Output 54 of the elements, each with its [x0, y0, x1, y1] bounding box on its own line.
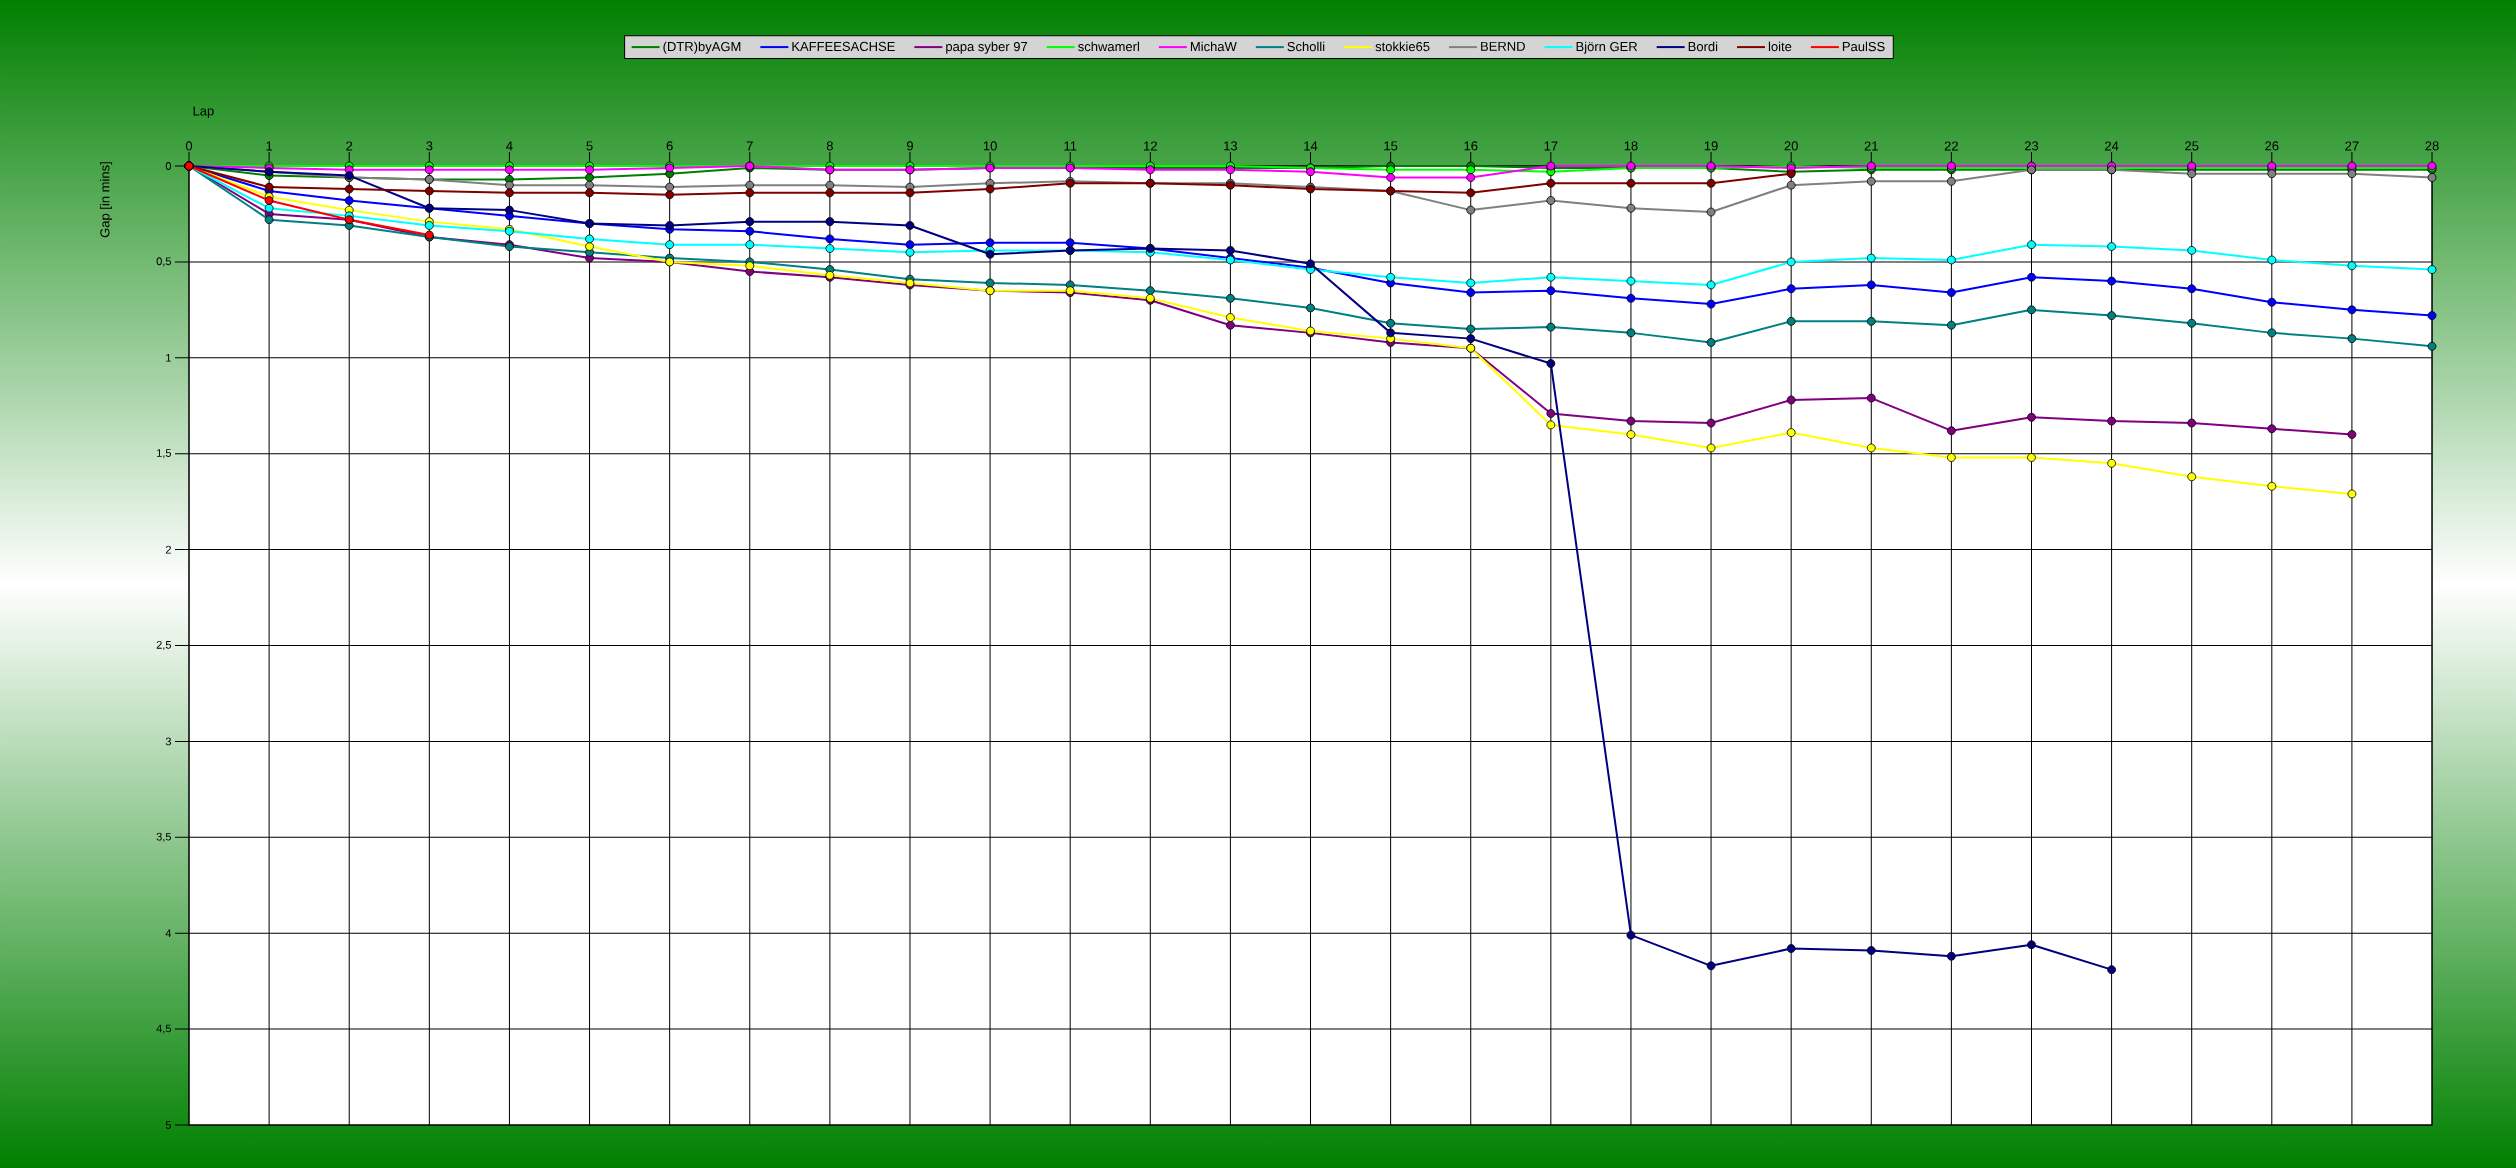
y-tick-label: 4 [165, 929, 172, 937]
x-tick-label: 23 [2024, 141, 2039, 151]
x-tick-label: 14 [1304, 141, 1318, 151]
x-tick-label: 17 [1544, 141, 1558, 151]
x-tick-label: 24 [2105, 141, 2119, 151]
y-tick-label: 4,5 [156, 1024, 171, 1034]
x-tick-label: 6 [666, 141, 673, 151]
legend-label: Bordi [1688, 41, 1718, 52]
x-tick-label: 16 [1464, 141, 1478, 151]
y-tick-label: 2,5 [156, 640, 171, 651]
legend-label: Scholli [1287, 41, 1325, 52]
x-tick-label: 15 [1384, 141, 1398, 151]
x-tick-label: 12 [1144, 141, 1157, 151]
y-axis-title: Gap [in mins] [99, 162, 113, 238]
legend-label: stokkie65 [1375, 41, 1430, 52]
x-tick-label: 28 [2425, 141, 2439, 151]
x-tick-label: 1 [266, 141, 273, 151]
x-tick-label: 21 [1864, 141, 1878, 151]
x-tick-label: 20 [1784, 141, 1798, 151]
x-tick-label: 11 [1064, 141, 1077, 151]
y-tick-label: 0,5 [156, 257, 171, 267]
legend-label: Björn GER [1576, 41, 1638, 54]
y-tick-label: 3,5 [156, 832, 171, 842]
x-tick-label: 25 [2185, 141, 2199, 151]
legend-label: schwamerl [1078, 41, 1140, 52]
x-tick-label: 7 [746, 141, 753, 151]
y-tick-label: 2 [165, 545, 171, 554]
legend-label: PaulSS [1842, 41, 1885, 52]
x-tick-label: 5 [586, 141, 593, 151]
x-tick-label: 10 [983, 141, 997, 151]
y-tick-label: 0 [165, 162, 172, 170]
legend-label: KAFFEESACHSE [792, 41, 895, 52]
x-tick-label: 19 [1704, 141, 1718, 151]
legend-label: (DTR)byAGM [663, 41, 741, 54]
x-tick-label: 18 [1624, 141, 1638, 151]
x-axis-title: Lap [193, 106, 214, 119]
legend-label: papa syber 97 [946, 41, 1028, 54]
y-tick-label: 1,5 [157, 449, 171, 459]
y-tick-label: 3 [165, 737, 171, 746]
x-tick-label: 26 [2265, 141, 2279, 151]
x-tick-label: 22 [1944, 141, 1958, 151]
legend-label: MichaW [1190, 41, 1237, 52]
y-tick-label: 5 [165, 1121, 171, 1129]
x-tick-label: 27 [2345, 141, 2359, 151]
x-tick-label: 9 [906, 141, 913, 151]
x-tick-label: 3 [426, 141, 433, 151]
legend-label: loite [1768, 41, 1792, 52]
y-tick-label: 1 [166, 354, 171, 362]
x-tick-label: 8 [826, 141, 833, 151]
x-tick-label: 4 [506, 141, 513, 151]
legend-label: BERND [1481, 41, 1525, 51]
x-tick-label: 0 [185, 141, 193, 151]
x-tick-label: 13 [1224, 141, 1238, 151]
x-tick-label: 2 [346, 141, 353, 151]
